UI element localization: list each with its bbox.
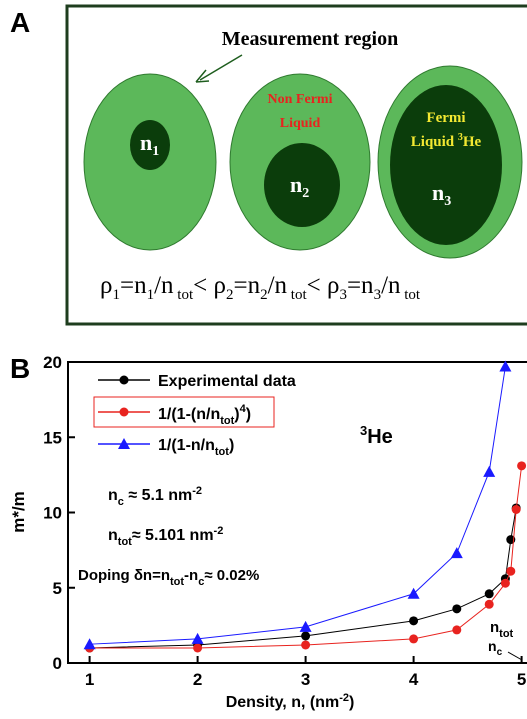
figure: A Measurement region n1 Non Fermi Liquid… [0, 0, 527, 719]
marker [301, 640, 310, 649]
diagram-title: Measurement region [222, 28, 398, 50]
marker [452, 625, 461, 634]
pointer [508, 652, 522, 660]
annotation: Doping δn=ntot-nc≈ 0.02% [78, 567, 259, 588]
y-tick-label: 0 [53, 654, 62, 673]
phase-label: Fermi [426, 110, 465, 126]
plot-frame [68, 362, 527, 663]
phase-label: Non Fermi [268, 92, 333, 107]
annotation: 3He [360, 423, 393, 448]
marker [301, 631, 310, 640]
x-tick-label: 2 [193, 670, 202, 689]
annotation: nc [488, 638, 503, 658]
x-tick-label: 3 [301, 670, 310, 689]
series-line [90, 367, 506, 645]
marker [451, 547, 463, 558]
marker [409, 634, 418, 643]
marker [409, 616, 418, 625]
marker [485, 589, 494, 598]
marker [485, 600, 494, 609]
annotation: ntot≈ 5.101 nm-2 [108, 525, 223, 548]
phase-label: Liquid 3He [411, 132, 482, 150]
annotation: nc ≈ 5.1 nm-2 [108, 485, 202, 508]
legend-label: 1/(1-(n/ntot)4) [158, 403, 251, 427]
marker [300, 621, 312, 632]
marker [506, 567, 515, 576]
x-tick-label: 4 [409, 670, 419, 689]
y-axis-label: m*/m [9, 491, 28, 533]
y-tick-label: 10 [43, 504, 62, 523]
x-axis-label: Density, n, (nm-2) [226, 692, 355, 711]
marker [483, 466, 495, 477]
legend-marker [120, 376, 129, 385]
panel-label: B [10, 353, 30, 384]
annotation: ntot [490, 619, 514, 640]
y-tick-label: 15 [43, 428, 62, 447]
legend-label: Experimental data [158, 373, 296, 390]
marker [517, 461, 526, 470]
marker [193, 643, 202, 652]
legend-label: 1/(1-n/ntot) [158, 437, 234, 458]
region-core [390, 85, 502, 245]
phase-label: Liquid [280, 116, 321, 131]
x-tick-label: 1 [85, 670, 94, 689]
y-tick-label: 20 [43, 353, 62, 372]
marker [452, 604, 461, 613]
marker [512, 505, 521, 514]
y-tick-label: 5 [53, 579, 62, 598]
legend-marker [120, 408, 129, 417]
panel-label: A [10, 7, 30, 38]
marker [501, 579, 510, 588]
x-tick-label: 5 [517, 670, 526, 689]
